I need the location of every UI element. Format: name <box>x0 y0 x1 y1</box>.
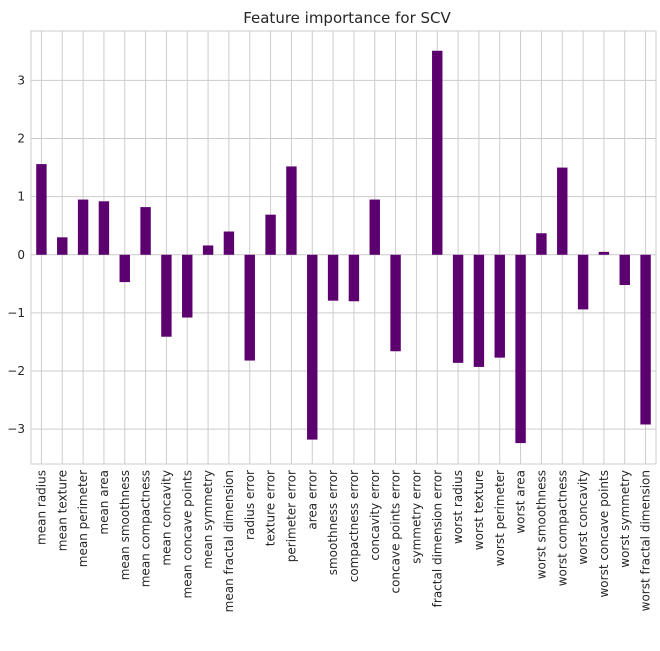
bar <box>36 164 47 255</box>
x-tick-label: worst area <box>514 470 528 534</box>
bar <box>432 50 443 255</box>
x-tick-label: mean concave points <box>180 470 194 599</box>
x-axis-ticks: mean radius mean texture mean perimeter mea… <box>34 470 652 612</box>
bar <box>577 254 589 310</box>
x-tick-label: concavity error <box>368 470 382 561</box>
x-tick-label: mean compactness <box>139 470 153 587</box>
x-tick-label: perimeter error <box>284 470 298 562</box>
x-tick-label: worst symmetry <box>618 470 632 568</box>
y-tick-label: 3 <box>17 73 25 87</box>
bar <box>265 214 276 255</box>
bar <box>369 199 380 255</box>
y-tick-label: −3 <box>7 422 25 436</box>
bar <box>348 254 360 302</box>
x-tick-label: smoothness error <box>326 470 340 575</box>
bar <box>182 254 193 318</box>
bar <box>536 233 547 255</box>
x-tick-label: worst smoothness <box>534 470 548 579</box>
bar <box>98 201 110 255</box>
x-tick-label: compactness error <box>347 470 361 582</box>
bar <box>557 167 568 255</box>
y-tick-label: −2 <box>7 364 25 378</box>
bar <box>619 254 630 285</box>
x-tick-label: fractal dimension error <box>430 470 444 607</box>
bar <box>494 254 505 358</box>
bar <box>598 251 610 255</box>
x-tick-label: radius error <box>243 470 257 540</box>
x-tick-label: mean fractal dimension <box>222 470 236 612</box>
bar <box>161 254 172 337</box>
x-tick-label: texture error <box>264 470 278 546</box>
bar <box>77 199 89 255</box>
bar <box>244 254 255 361</box>
bar <box>640 254 651 425</box>
bar <box>119 254 130 283</box>
x-tick-label: mean area <box>97 470 111 535</box>
x-tick-label: worst concave points <box>597 470 611 598</box>
x-tick-label: worst compactness <box>555 470 569 586</box>
x-tick-label: worst perimeter <box>493 470 507 566</box>
x-tick-label: mean radius <box>34 470 48 545</box>
x-tick-label: mean symmetry <box>201 470 215 569</box>
x-tick-label: worst concavity <box>576 470 590 565</box>
x-tick-label: symmetry error <box>409 470 423 564</box>
bar <box>515 254 526 444</box>
bar <box>452 254 464 363</box>
plot-frame <box>30 30 657 465</box>
x-tick-label: concave points error <box>389 470 403 594</box>
y-tick-label: 0 <box>17 248 25 262</box>
x-tick-label: mean smoothness <box>118 470 132 580</box>
bar <box>307 254 318 440</box>
bar <box>286 166 297 255</box>
bar <box>473 254 485 367</box>
bar <box>140 207 151 255</box>
y-tick-label: 2 <box>17 132 25 146</box>
bar <box>390 254 401 352</box>
x-tick-label: mean texture <box>55 470 69 551</box>
y-axis-ticks: −3 −2 −1 0 1 2 3 <box>7 73 25 436</box>
x-tick-label: worst texture <box>472 470 486 550</box>
x-tick-label: area error <box>305 470 319 530</box>
bar <box>202 245 214 255</box>
x-tick-label: mean perimeter <box>76 470 90 567</box>
bar <box>327 254 339 301</box>
bars-layer <box>36 50 651 444</box>
x-tick-label: worst radius <box>451 470 465 544</box>
bar <box>223 231 235 255</box>
x-tick-label: mean concavity <box>159 470 173 566</box>
chart-title: Feature importance for SCV <box>243 9 451 27</box>
y-tick-label: 1 <box>17 190 25 204</box>
y-tick-label: −1 <box>7 306 25 320</box>
x-tick-label: worst fractal dimension <box>639 470 653 611</box>
bar <box>57 237 68 255</box>
